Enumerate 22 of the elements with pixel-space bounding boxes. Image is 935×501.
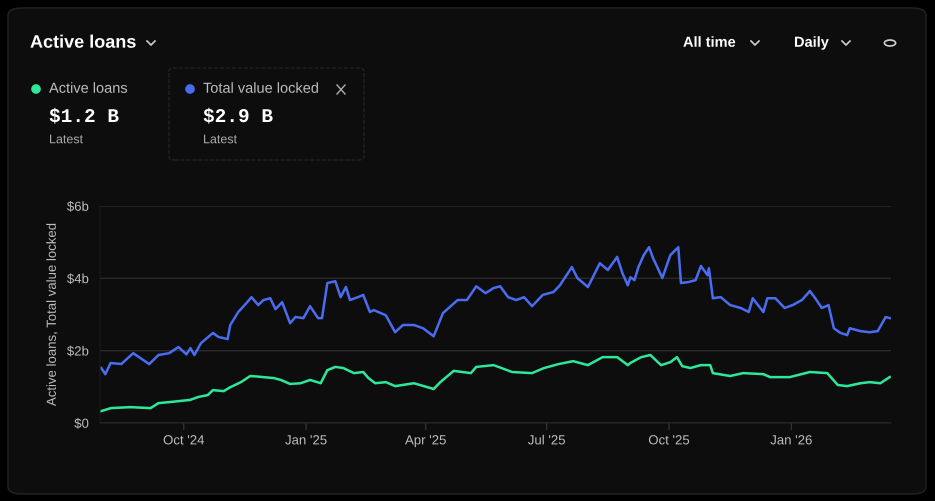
legend-label: Active loans: [49, 82, 128, 93]
line-series: [100, 354, 891, 412]
text: $2.9 B: [204, 108, 273, 124]
x-tick-label: Jul '25: [528, 434, 565, 444]
x-tick-label: Oct '25: [648, 435, 690, 444]
text: Latest: [50, 134, 83, 144]
y-tick-label: $2b: [67, 346, 88, 356]
x-tick-label: Apr '25: [405, 435, 446, 448]
text: $1.2 B: [50, 108, 119, 124]
y-axis-title: Active loans, Total value locked: [46, 224, 58, 406]
y-tick-label: $6b: [67, 201, 88, 212]
x-tick-label: Oct '24: [164, 435, 204, 444]
y-tick-label: $4b: [67, 273, 88, 284]
chart-title: Active loans: [30, 34, 136, 48]
legend-label: Total value locked: [203, 82, 318, 93]
y-tick-label: $0: [74, 418, 88, 429]
x-tick-label: Jan '26: [770, 435, 812, 444]
text: All time: [683, 36, 736, 47]
text: Latest: [204, 134, 237, 144]
x-tick-label: Jan '25: [285, 435, 327, 444]
text: Daily: [794, 36, 829, 50]
line-series: [100, 246, 891, 376]
